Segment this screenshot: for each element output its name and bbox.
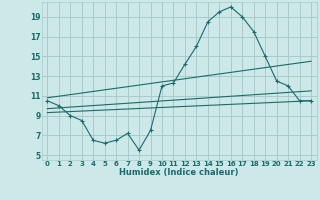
- X-axis label: Humidex (Indice chaleur): Humidex (Indice chaleur): [119, 168, 239, 177]
